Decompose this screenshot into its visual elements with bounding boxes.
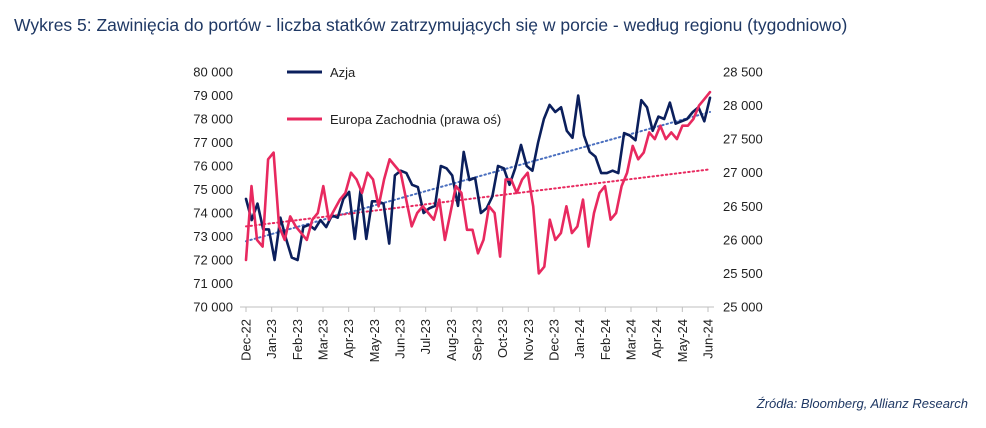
chart-title: Wykres 5: Zawinięcia do portów - liczba … bbox=[14, 15, 848, 35]
y-left-tick-label: 78 000 bbox=[193, 112, 233, 127]
y-left-tick-label: 72 000 bbox=[193, 253, 233, 268]
x-tick-label: Oct-23 bbox=[495, 319, 510, 358]
x-tick-label: Jan-24 bbox=[572, 319, 587, 359]
y-left-tick-label: 75 000 bbox=[193, 182, 233, 197]
y-right-tick-label: 27 500 bbox=[723, 132, 763, 147]
y-right-tick-label: 25 000 bbox=[723, 300, 763, 315]
x-tick-label: Feb-24 bbox=[598, 319, 613, 360]
series-line-asia bbox=[244, 94, 712, 262]
y-left-tick-label: 73 000 bbox=[193, 229, 233, 244]
series-lines bbox=[244, 90, 712, 275]
x-tick-label: Mar-24 bbox=[624, 319, 639, 360]
y-right-tick-label: 28 000 bbox=[723, 98, 763, 113]
trendlines bbox=[245, 110, 711, 243]
source-note: Źródła: Bloomberg, Allianz Research bbox=[756, 396, 968, 411]
x-tick-label: Mar-23 bbox=[316, 319, 331, 360]
y-axis-right: 25 000 25 500 26 000 26 500 27 000 27 500 28 0… bbox=[723, 65, 763, 315]
y-left-tick-label: 77 000 bbox=[193, 135, 233, 150]
x-tick-label: Apr-24 bbox=[649, 319, 664, 358]
x-tick-label: Dec-23 bbox=[547, 319, 562, 361]
x-tick-label: Feb-23 bbox=[290, 319, 305, 360]
y-left-tick-label: 79 000 bbox=[193, 88, 233, 103]
x-tick-label: May-24 bbox=[675, 319, 690, 362]
y-right-tick-label: 26 500 bbox=[723, 199, 763, 214]
legend-label-asia: Azja bbox=[330, 65, 356, 80]
x-tick-label: Jun-24 bbox=[701, 319, 716, 359]
y-right-tick-label: 28 500 bbox=[723, 65, 763, 80]
y-axis-left: 70 000 71 000 72 000 73 000 74 000 75 000 76 0… bbox=[193, 65, 233, 315]
x-tick-label: Dec-22 bbox=[239, 319, 254, 361]
x-tick-label: May-23 bbox=[367, 319, 382, 362]
y-right-tick-label: 26 000 bbox=[723, 232, 763, 247]
legend: Azja Europa Zachodnia (prawa oś) bbox=[287, 65, 501, 127]
y-right-tick-label: 25 500 bbox=[723, 266, 763, 281]
x-tick-label: Jun-23 bbox=[393, 319, 408, 359]
y-left-tick-label: 71 000 bbox=[193, 276, 233, 291]
x-tick-label: Jul-23 bbox=[418, 319, 433, 354]
x-tick-label: Sep-23 bbox=[470, 319, 485, 361]
x-tick-label: Jan-23 bbox=[264, 319, 279, 359]
x-tick-label: Aug-23 bbox=[444, 319, 459, 361]
y-left-tick-label: 70 000 bbox=[193, 300, 233, 315]
y-left-tick-label: 80 000 bbox=[193, 65, 233, 80]
y-left-tick-label: 76 000 bbox=[193, 159, 233, 174]
x-tick-label: Nov-23 bbox=[521, 319, 536, 361]
legend-label-europe: Europa Zachodnia (prawa oś) bbox=[330, 112, 501, 127]
x-axis: Dec-22 Jan-23 Feb-23 Mar-23 Apr-23 May-23 Jun-… bbox=[239, 307, 716, 362]
x-tick-label: Apr-23 bbox=[341, 319, 356, 358]
y-left-tick-label: 74 000 bbox=[193, 206, 233, 221]
trendline-asia bbox=[245, 110, 711, 243]
y-right-tick-label: 27 000 bbox=[723, 165, 763, 180]
series-line-europe bbox=[244, 90, 712, 275]
